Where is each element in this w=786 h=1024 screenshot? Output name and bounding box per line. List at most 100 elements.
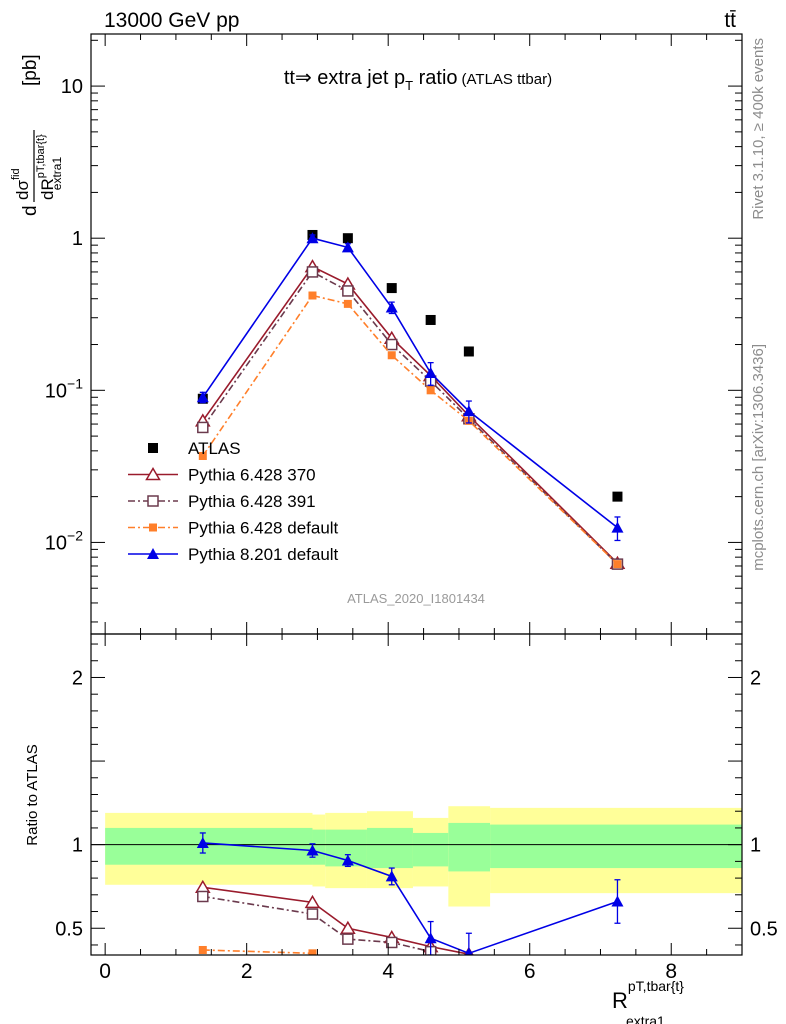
main-y-tick-label-1: 10−1 — [45, 375, 83, 402]
main-point-pythia8_default-3 — [385, 301, 398, 313]
legend-marker-pythia6_370 — [145, 467, 161, 481]
ratio-point-pythia6_370-2 — [340, 920, 356, 934]
legend-marker-atlas — [148, 443, 158, 453]
main-plot-title: tt⇒ extra jet pT ratio (ATLAS ttbar) — [284, 67, 552, 93]
ratio-point-pythia6_default-1 — [308, 949, 317, 955]
main-point-atlas-3 — [386, 283, 397, 294]
ratio-point-pythia8_default-0 — [196, 836, 209, 848]
ratio-point-pythia8_default-6 — [611, 895, 624, 907]
main-point-pythia6_391-2 — [342, 285, 354, 297]
ratio-series-clip-group — [194, 832, 624, 955]
main-plot-frame — [90, 33, 743, 635]
ratio-y-tick-label-left-1: 1 — [72, 835, 83, 857]
ratio-series-pythia6_default — [198, 945, 317, 955]
main-series-clip-group — [194, 229, 626, 570]
rivet-version-label: Rivet 3.1.10, ≥ 400k events — [750, 38, 767, 220]
ratio-uncertainty-bands — [105, 806, 742, 907]
legend-label-pythia6_default: Pythia 6.428 default — [188, 519, 339, 538]
ratio-point-pythia6_391-3 — [385, 936, 398, 949]
ratio-series-pythia8_default — [196, 832, 624, 955]
ratio-y-tick-label-right-2: 2 — [750, 667, 761, 689]
legend-item-pythia6_391: Pythia 6.428 391 — [128, 492, 316, 511]
legend-marker-pythia6_391 — [147, 495, 159, 507]
main-point-pythia6_default-4 — [426, 386, 435, 395]
x-tick-label-0: 0 — [99, 960, 111, 983]
main-point-atlas-4 — [425, 314, 436, 325]
ratio-y-tick-label-left-0: 0.5 — [55, 918, 83, 940]
legend-item-pythia8_default: Pythia 8.201 default — [128, 545, 339, 564]
title-main: tt⇒ extra jet p — [284, 67, 405, 89]
main-point-pythia8_default-6 — [611, 521, 624, 533]
main-point-pythia6_default-1 — [308, 291, 317, 300]
main-point-pythia8_default-5 — [462, 405, 475, 417]
title-tail: ratio — [413, 67, 457, 89]
mcplots-label: mcplots.cern.ch [arXiv:1306.3436] — [750, 344, 767, 571]
legend-label-atlas: ATLAS — [188, 439, 241, 458]
ratio-point-pythia6_370-1 — [304, 894, 321, 909]
main-point-pythia6_default-6 — [613, 560, 622, 569]
main-series-pythia8_default — [196, 232, 624, 542]
x-tick-label-4: 4 — [382, 960, 394, 983]
band-inner-1 — [312, 829, 326, 865]
ratio-point-pythia8_default-1 — [306, 844, 319, 856]
ratio-point-pythia8_default-5 — [464, 947, 474, 955]
title-note: (ATLAS ttbar) — [462, 71, 553, 88]
x-axis-label: RpT,tbar{t} extra1 — [612, 978, 684, 1024]
legend-marker-pythia6_default — [149, 523, 157, 532]
ratio-y-tick-label-left-2: 2 — [72, 667, 83, 689]
main-point-pythia8_default-1 — [306, 232, 319, 244]
main-series-layer — [194, 229, 626, 570]
ratio-plot-frame — [90, 633, 743, 956]
svg-text:RpT,tbar{t}extra1: RpT,tbar{t} extra1 — [612, 978, 684, 1024]
analysis-label: ATLAS_2020_I1801434 — [347, 591, 485, 606]
ratio-line-pythia6_default — [202, 949, 313, 955]
main-point-pythia6_default-3 — [387, 351, 396, 360]
x-tick-label-8: 8 — [665, 960, 677, 983]
band-inner-3 — [366, 827, 413, 869]
ratio-y-tick-label-right-0: 0.5 — [750, 918, 778, 940]
legend-label-pythia6_370: Pythia 6.428 370 — [188, 466, 316, 485]
legend-item-pythia6_370: Pythia 6.428 370 — [128, 466, 316, 485]
svg-text:d: d — [20, 205, 41, 216]
ylabel-denominator: dRpT,tbar{t} extra1 — [35, 134, 64, 200]
main-series-atlas — [197, 229, 623, 502]
legend-item-atlas: ATLAS — [148, 439, 241, 458]
main-point-pythia8_default-2 — [341, 241, 354, 253]
main-point-pythia6_391-0 — [197, 421, 209, 434]
main-point-pythia8_default-4 — [424, 366, 437, 378]
band-inner-6 — [490, 824, 742, 869]
header-process-label: tt̄ — [724, 9, 736, 32]
x-tick-label-6: 6 — [524, 960, 536, 983]
ratio-point-pythia6_391-2 — [342, 933, 354, 945]
main-point-pythia6_default-2 — [343, 299, 352, 308]
main-point-pythia6_391-1 — [306, 266, 319, 278]
ratio-series-layer — [194, 832, 624, 955]
x-tick-label-2: 2 — [241, 960, 253, 983]
ratio-point-pythia6_default-0 — [198, 945, 207, 954]
ratio-point-pythia8_default-2 — [341, 854, 354, 866]
legend-marker-pythia8_default — [147, 548, 159, 559]
ylabel-unit: [pb] — [20, 54, 41, 86]
legend-item-pythia6_default: Pythia 6.428 default — [128, 519, 339, 538]
ylabel-numerator: dσfid — [10, 168, 32, 200]
main-point-pythia8_default-0 — [196, 391, 209, 403]
band-inner-0 — [105, 827, 313, 865]
main-y-tick-label-3: 10 — [61, 76, 83, 98]
main-point-pythia6_391-3 — [385, 338, 398, 351]
main-point-atlas-2 — [342, 233, 353, 244]
ratio-y-axis-label: Ratio to ATLAS — [24, 744, 41, 845]
ratio-point-pythia6_391-0 — [197, 890, 209, 903]
legend-label-pythia6_391: Pythia 6.428 391 — [188, 492, 316, 511]
legend: ATLAS Pythia 6.428 370 Pythia 6.428 391 Pyt… — [128, 439, 339, 564]
ratio-point-pythia8_default-3 — [385, 870, 398, 882]
main-point-pythia6_default-0 — [198, 451, 207, 460]
band-inner-5 — [448, 822, 491, 872]
main-y-axis-label: d dσfid dRpT,tbar{t} extra1 [pb] — [10, 54, 64, 216]
main-point-atlas-5 — [463, 346, 474, 357]
ratio-point-pythia8_default-4 — [424, 932, 437, 944]
main-point-atlas-6 — [612, 491, 623, 502]
main-y-tick-label-2: 1 — [72, 228, 83, 250]
axes-layer: 0 2 4 6 8 10−2 10−1 1 10 0.5 0.5 1 1 2 2 — [45, 33, 778, 983]
ratio-point-pythia6_391-1 — [306, 908, 319, 920]
